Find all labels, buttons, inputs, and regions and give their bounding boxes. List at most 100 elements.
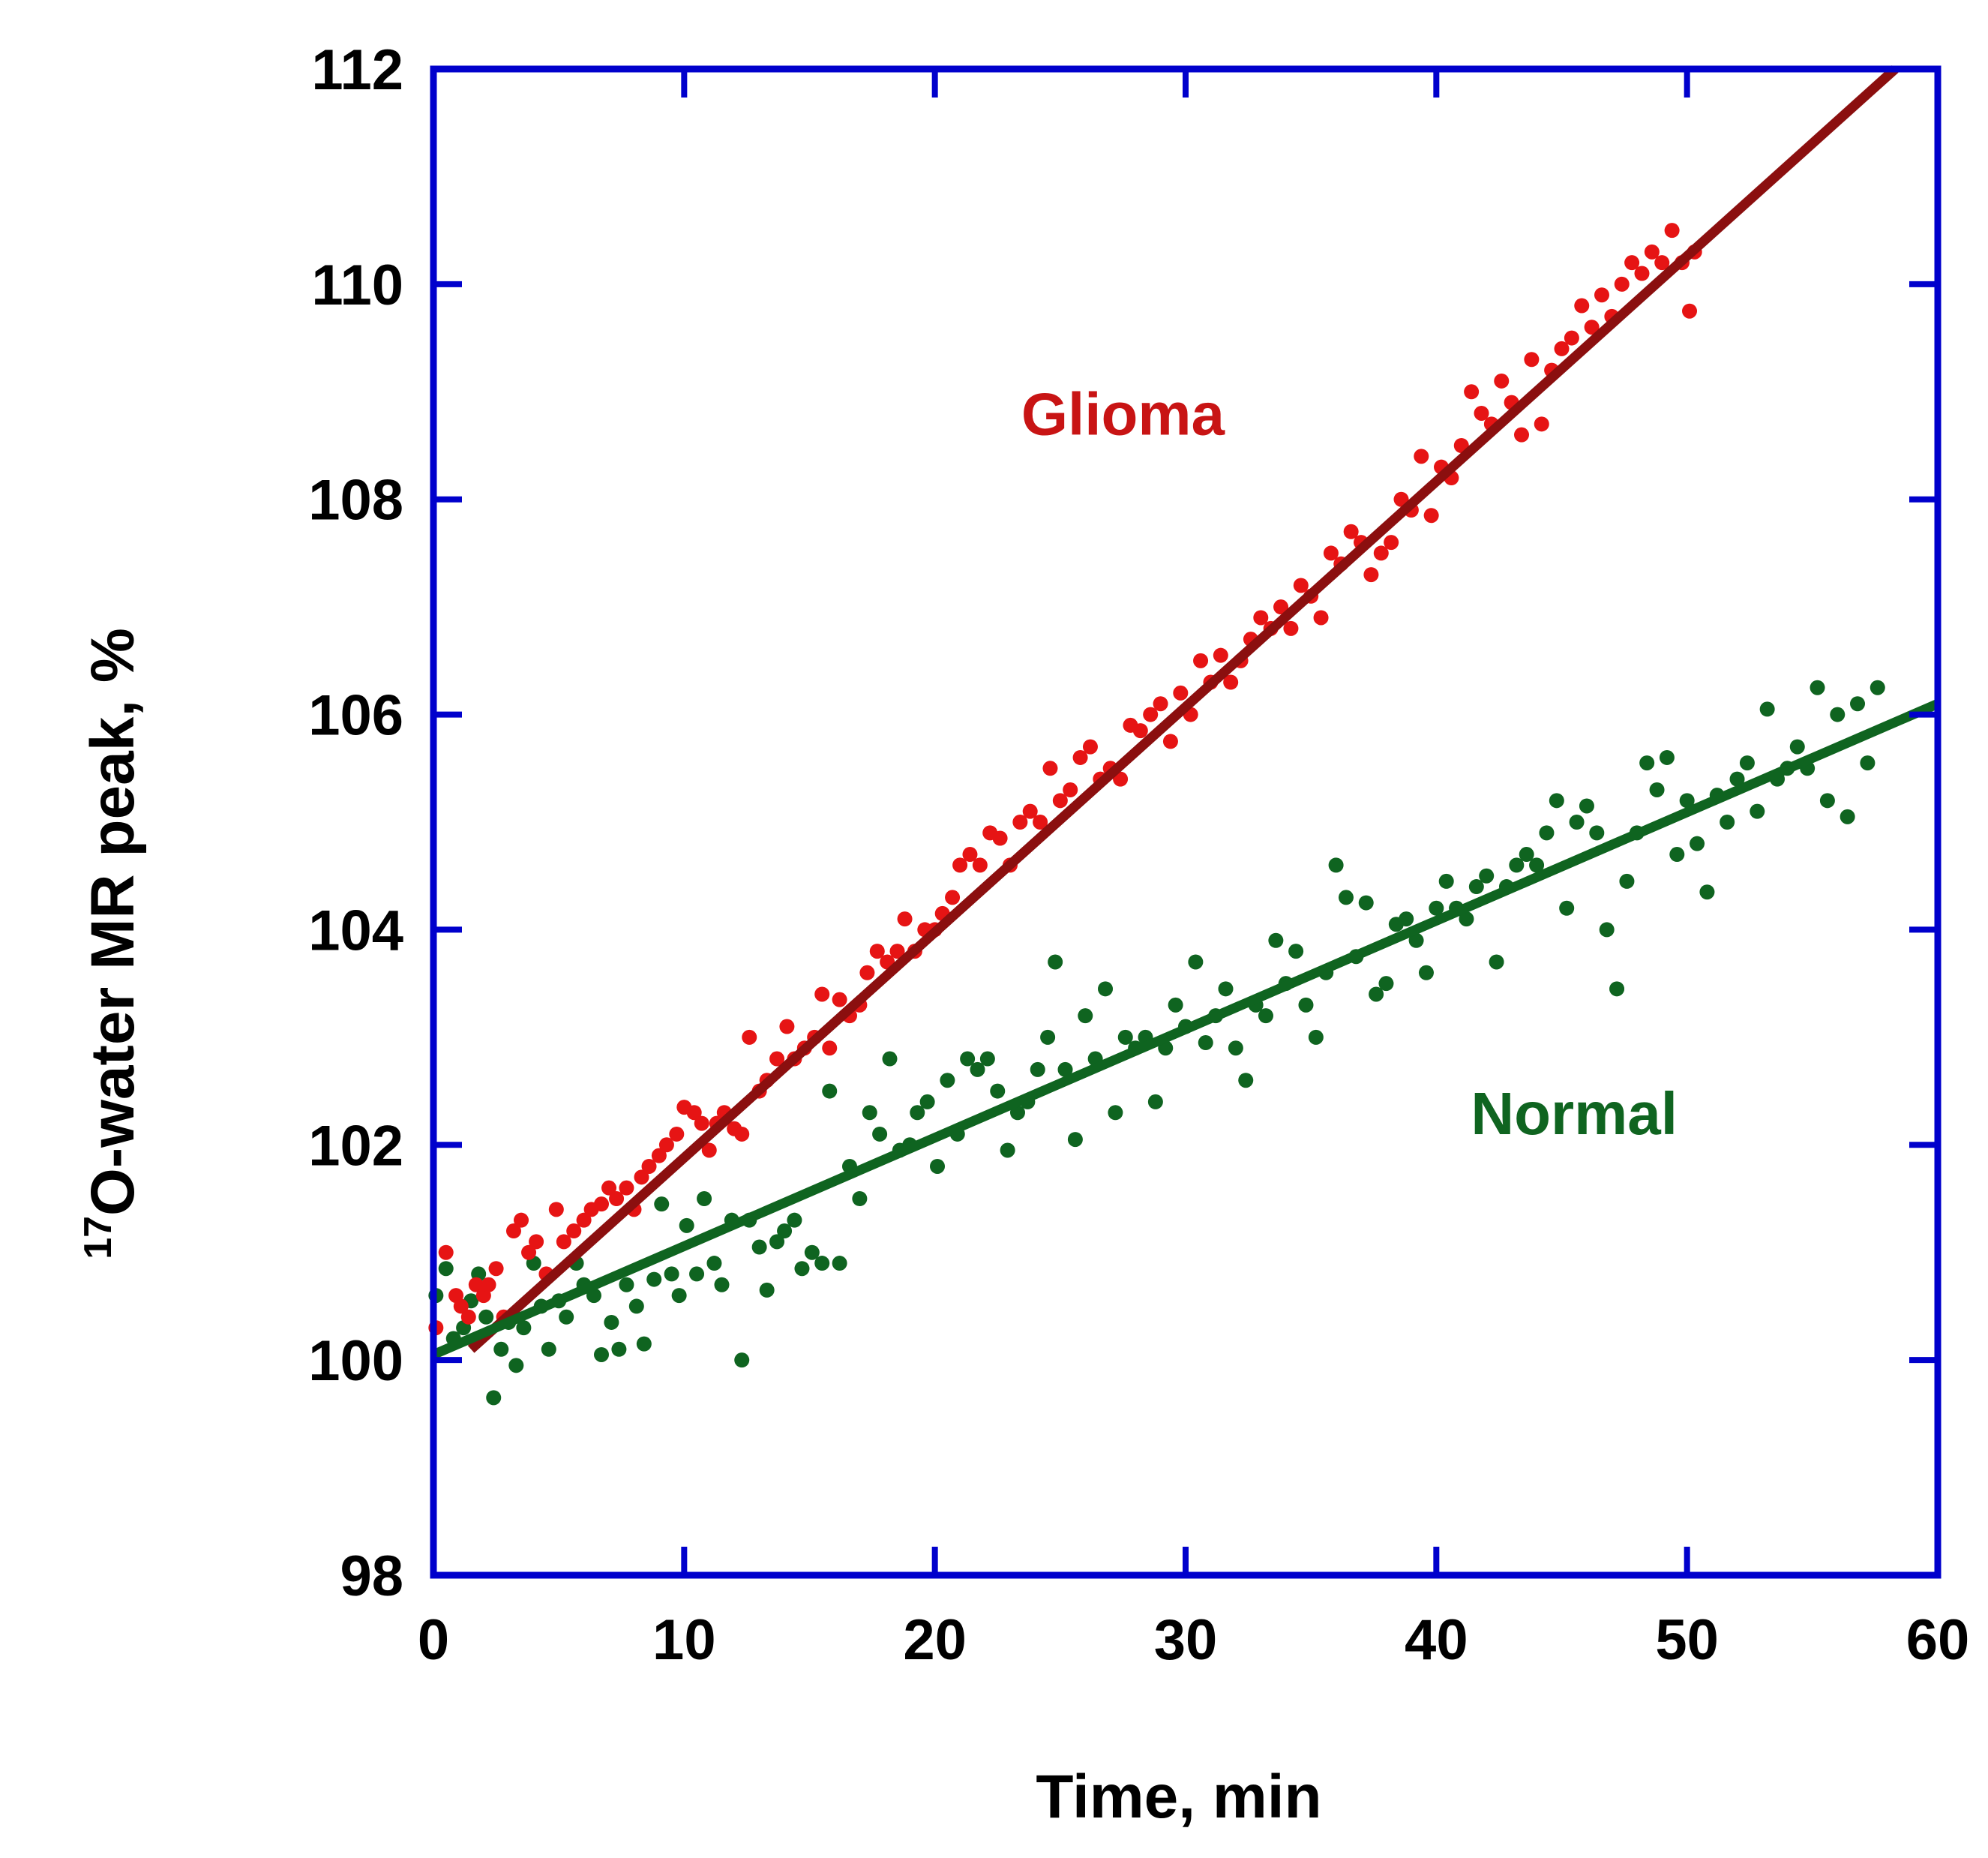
data-point-glioma [1634,266,1650,281]
data-point-glioma [1614,276,1630,292]
data-point-normal [940,1073,955,1088]
data-point-glioma [1564,330,1579,346]
data-point-normal [1830,707,1846,722]
data-point-normal [679,1217,694,1233]
tick-labels: 0 10 20 30 40 50 60 98 100 102 104 106 108 110 112 [308,38,1969,1672]
data-point-normal [1378,976,1394,992]
data-point-normal [1539,825,1555,841]
data-point-normal [1228,1040,1243,1056]
data-point-glioma [505,1223,521,1239]
data-point-glioma [641,1158,657,1174]
data-point-normal [1288,944,1304,959]
data-point-normal [814,1256,830,1271]
data-point-normal [1819,793,1835,809]
data-point-glioma [1153,696,1168,712]
data-point-glioma [1082,739,1098,755]
data-point-normal [697,1191,712,1206]
fit-line-glioma [467,65,1899,1353]
x-tick-label: 40 [1405,1608,1468,1672]
data-point-normal [611,1341,627,1357]
data-point-glioma [962,847,978,863]
data-point-normal [882,1051,898,1067]
data-point-glioma [769,1051,785,1067]
data-point-glioma [1273,599,1289,615]
data-point-glioma [1223,674,1239,690]
data-point-glioma [1293,578,1309,593]
data-point-glioma [1313,610,1329,626]
x-axis-title: Time, min [1036,1763,1321,1831]
data-point-normal [1739,755,1755,771]
data-point-normal [852,1191,868,1206]
y-tick-label: 110 [311,254,403,317]
data-point-glioma [869,944,885,959]
data-point-glioma [1132,723,1148,739]
data-point-normal [1459,911,1474,927]
data-point-normal [1408,932,1424,948]
data-point-normal [1000,1142,1015,1158]
data-point-normal [541,1341,556,1357]
y-tick-label: 104 [308,899,403,962]
data-point-normal [1399,911,1414,927]
data-point-glioma [601,1180,617,1196]
data-point-normal [1690,836,1705,851]
data-point-glioma [832,992,847,1007]
x-tick-label: 50 [1655,1608,1719,1672]
series-label-glioma: Glioma [1021,381,1225,448]
data-point-normal [1188,954,1204,970]
data-point-glioma [460,1309,476,1325]
data-point-normal [1639,755,1655,771]
data-point-normal [1218,981,1234,997]
data-point-normal [1358,895,1374,911]
data-point-glioma [889,944,905,959]
data-point-normal [794,1261,810,1277]
data-point-glioma [972,857,988,873]
data-point-normal [1609,981,1625,997]
data-point-normal [970,1061,985,1077]
data-point-normal [628,1298,644,1314]
data-point-normal [1750,803,1765,819]
data-point-glioma [576,1212,592,1228]
data-point-glioma [1033,815,1048,830]
data-point-glioma [992,830,1008,846]
data-point-glioma [1514,427,1530,443]
data-point-glioma [686,1105,702,1121]
data-point-glioma [1474,405,1489,421]
data-point-glioma [1143,707,1159,722]
data-point-normal [787,1212,802,1228]
y-axis-title: 17O-water MR peak, % [76,628,147,1259]
data-point-normal [1298,997,1314,1013]
data-point-glioma [1253,610,1269,626]
data-point-glioma [1494,373,1510,389]
data-point-normal [714,1277,730,1292]
data-point-glioma [468,1277,484,1292]
data-point-glioma [1343,524,1359,539]
data-point-glioma [566,1223,582,1239]
data-point-normal [1030,1061,1045,1077]
x-tick-label: 60 [1906,1608,1970,1672]
data-point-glioma [1213,647,1228,663]
data-point-normal [1338,890,1354,905]
data-point-normal [832,1256,847,1271]
data-point-glioma [1012,815,1028,830]
data-point-normal [1147,1094,1163,1109]
data-point-glioma [1524,352,1540,368]
data-point-normal [1679,793,1695,809]
data-point-normal [493,1341,509,1357]
data-point-normal [1369,986,1384,1002]
y-axis-title-superscript: 17 [76,1216,120,1259]
data-point-normal [1308,1029,1324,1045]
data-point-normal [646,1271,662,1287]
data-point-glioma [1063,782,1078,797]
data-point-normal [594,1346,610,1362]
data-point-glioma [1423,508,1439,524]
data-point-normal [1117,1029,1133,1045]
data-point-glioma [1162,734,1178,749]
data-point-normal [1479,868,1495,884]
y-tick-label: 106 [308,684,403,748]
data-point-glioma [779,1019,795,1034]
data-point-normal [1720,815,1735,830]
data-point-glioma [619,1180,634,1196]
data-point-glioma [1193,653,1209,668]
data-point-normal [979,1051,995,1067]
data-point-glioma [1373,545,1389,561]
